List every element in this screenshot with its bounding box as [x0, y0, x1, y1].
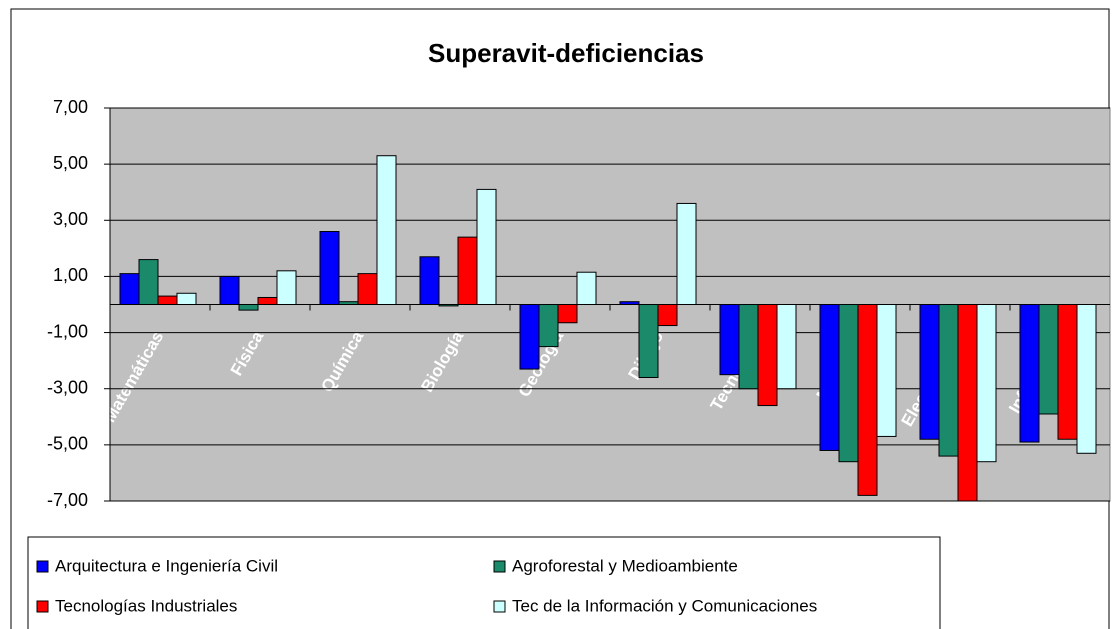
bar — [257, 296, 278, 306]
bar — [376, 155, 397, 305]
bar — [457, 236, 478, 305]
legend-swatch — [493, 560, 506, 573]
legend-label: Agroforestal y Medioambiente — [512, 556, 738, 575]
bar — [519, 304, 540, 370]
y-tick-label: 1,00 — [53, 265, 88, 285]
bar — [819, 304, 840, 451]
bar — [776, 304, 797, 390]
bar — [919, 304, 940, 440]
bar — [657, 304, 678, 327]
legend-label: Tec de la Información y Comunicaciones — [512, 596, 817, 615]
y-tick-label: 5,00 — [53, 153, 88, 173]
bar — [219, 275, 240, 305]
y-tick-label: -7,00 — [47, 490, 88, 510]
bar — [538, 304, 559, 348]
bar — [276, 270, 297, 306]
bar — [976, 304, 997, 463]
bar — [576, 271, 597, 306]
legend-swatch — [493, 600, 506, 613]
y-tick-label: 7,00 — [53, 97, 88, 117]
y-tick-label: -5,00 — [47, 434, 88, 454]
bar — [1057, 304, 1078, 440]
legend-label: Tecnologías Industriales — [55, 596, 237, 615]
bar — [957, 304, 978, 502]
bar — [419, 256, 440, 305]
bar — [357, 273, 378, 305]
legend-swatch — [36, 560, 49, 573]
bar — [176, 292, 197, 305]
y-tick-label: -3,00 — [47, 377, 88, 397]
bar — [557, 304, 578, 324]
legend — [27, 536, 941, 629]
chart-title: Superavit-deficiencias — [428, 38, 704, 68]
legend-swatch — [36, 600, 49, 613]
bar — [476, 188, 497, 306]
bar — [119, 273, 140, 305]
y-tick-label: -1,00 — [47, 321, 88, 341]
y-tick-label: 3,00 — [53, 209, 88, 229]
legend-label: Arquitectura e Ingeniería Civil — [55, 556, 278, 575]
bar — [138, 259, 159, 306]
bar — [857, 304, 878, 496]
bar — [938, 304, 959, 457]
bar — [238, 304, 259, 311]
bar — [676, 202, 697, 305]
bar — [319, 231, 340, 305]
bar — [638, 304, 659, 378]
bar — [719, 304, 740, 376]
bar — [738, 304, 759, 390]
bar — [757, 304, 778, 407]
bar — [876, 304, 897, 437]
bar — [1019, 304, 1040, 443]
bar — [1076, 304, 1097, 454]
bar — [838, 304, 859, 463]
bar — [1038, 304, 1059, 415]
bar — [157, 295, 178, 306]
